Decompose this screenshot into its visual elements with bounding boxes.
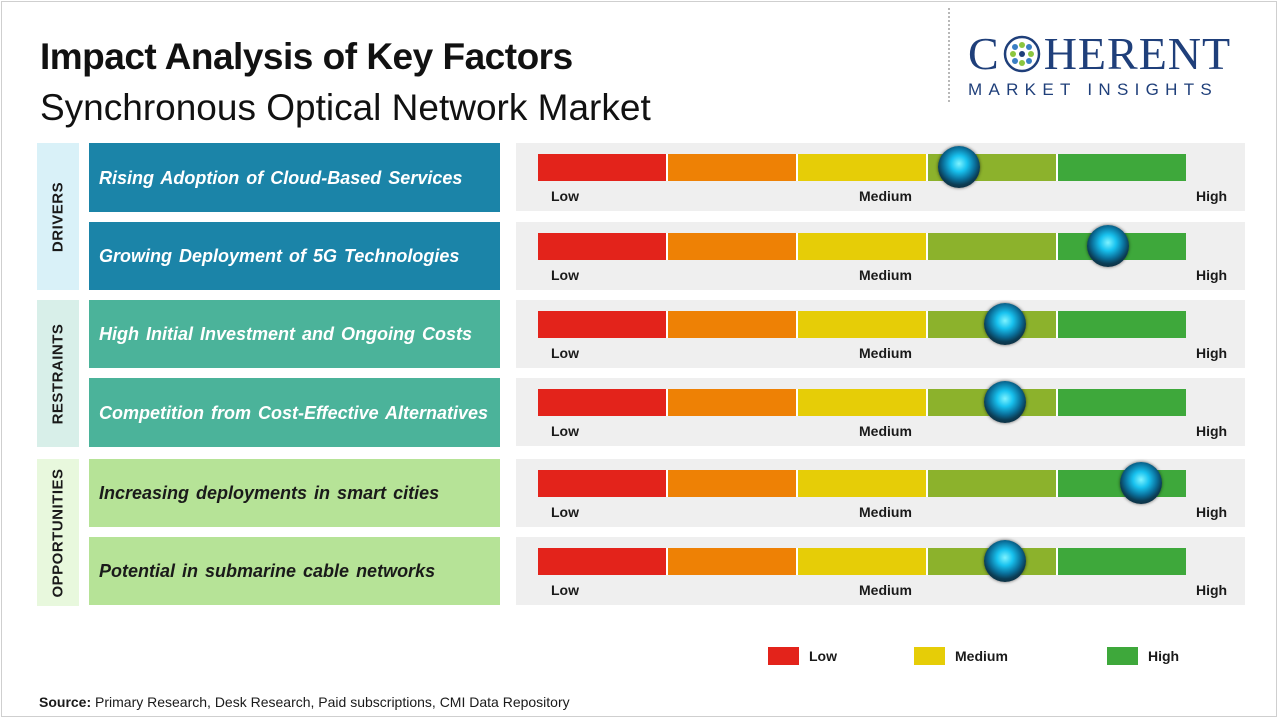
- legend-swatch: [768, 647, 799, 665]
- group-label-text: DRIVERS: [49, 181, 67, 252]
- gauge-bar: [538, 389, 1186, 416]
- gauge-scale-label: Low: [551, 423, 579, 439]
- gauge-scale-label: Low: [551, 267, 579, 283]
- logo-globe-icon: [1002, 34, 1042, 74]
- group-label-restraints: RESTRAINTS: [37, 300, 79, 447]
- chart-title: Impact Analysis of Key Factors: [40, 36, 573, 77]
- gauge-scale-label: Medium: [859, 345, 912, 361]
- gauge-scale-label: Low: [551, 188, 579, 204]
- gauge-bar: [538, 548, 1186, 575]
- source-text: Primary Research, Desk Research, Paid su…: [91, 694, 570, 710]
- gauge-segment: [668, 233, 798, 260]
- gauge-segment: [1058, 311, 1186, 338]
- gauge-indicator-knob: [938, 146, 981, 188]
- gauge-scale-label: Medium: [859, 504, 912, 520]
- gauge-scale-label: Medium: [859, 582, 912, 598]
- logo-letters: HERENT: [1043, 28, 1232, 79]
- gauge-segment: [538, 389, 668, 416]
- gauge-scale-label: High: [1196, 267, 1228, 283]
- gauge-scale-label: Low: [551, 504, 579, 520]
- logo-letter-c: C: [968, 28, 1000, 79]
- legend-swatch: [1107, 647, 1138, 665]
- gauge-segment: [798, 311, 928, 338]
- legend-label: Medium: [955, 648, 1008, 664]
- gauge-scale-label: High: [1196, 188, 1228, 204]
- impact-gauge: Low Medium High: [516, 378, 1245, 446]
- gauge-scale-label: High: [1196, 423, 1228, 439]
- source-note: Source: Primary Research, Desk Research,…: [39, 694, 570, 710]
- gauge-scale-label: Medium: [859, 267, 912, 283]
- impact-gauge: Low Medium High: [516, 300, 1245, 368]
- gauge-bar: [538, 154, 1186, 181]
- gauge-segment: [538, 548, 668, 575]
- factor-label: High Initial Investment and Ongoing Cost…: [89, 300, 500, 368]
- factor-label-text: Competition from Cost-Effective Alternat…: [99, 402, 489, 423]
- group-label-opportunities: OPPORTUNITIES: [37, 459, 79, 606]
- legend-label: Low: [809, 648, 837, 664]
- impact-gauge: Low Medium High: [516, 143, 1245, 211]
- gauge-scale-label: Medium: [859, 423, 912, 439]
- gauge-indicator-knob: [1119, 462, 1162, 504]
- factor-label-text: High Initial Investment and Ongoing Cost…: [99, 324, 473, 344]
- gauge-scale-label: High: [1196, 345, 1228, 361]
- gauge-indicator-knob: [1087, 225, 1130, 267]
- gauge-segment: [668, 389, 798, 416]
- gauge-scale-label: Low: [551, 582, 579, 598]
- chart-subtitle: Synchronous Optical Network Market: [40, 87, 651, 128]
- group-label-text: RESTRAINTS: [49, 323, 67, 424]
- gauge-segment: [798, 233, 928, 260]
- gauge-segment: [538, 311, 668, 338]
- factor-label: Competition from Cost-Effective Alternat…: [89, 378, 500, 447]
- gauge-bar: [538, 233, 1186, 260]
- gauge-scale-label: Low: [551, 345, 579, 361]
- factor-label-text: Potential in submarine cable networks: [99, 561, 436, 581]
- gauge-segment: [668, 470, 798, 497]
- factor-label: Growing Deployment of 5G Technologies: [89, 222, 500, 290]
- gauge-segment: [798, 470, 928, 497]
- source-label: Source:: [39, 694, 92, 710]
- group-label-text: OPPORTUNITIES: [49, 467, 67, 598]
- gauge-segment: [1058, 548, 1186, 575]
- gauge-bar: [538, 311, 1186, 338]
- gauge-segment: [538, 233, 668, 260]
- impact-gauge: Low Medium High: [516, 537, 1245, 605]
- gauge-scale-label: High: [1196, 504, 1228, 520]
- gauge-segment: [798, 548, 928, 575]
- gauge-segment: [1058, 154, 1186, 181]
- legend-swatch: [914, 647, 945, 665]
- gauge-indicator-knob: [983, 381, 1026, 423]
- gauge-segment: [668, 311, 798, 338]
- gauge-segment: [1058, 389, 1186, 416]
- gauge-segment: [538, 470, 668, 497]
- logo-tagline: MARKET INSIGHTS: [968, 80, 1219, 99]
- gauge-segment: [538, 154, 668, 181]
- factor-label: Potential in submarine cable networks: [89, 537, 500, 605]
- factor-label: Increasing deployments in smart cities: [89, 459, 500, 527]
- impact-gauge: Low Medium High: [516, 459, 1245, 527]
- impact-gauge: Low Medium High: [516, 222, 1245, 290]
- factor-label-text: Increasing deployments in smart cities: [99, 483, 440, 503]
- legend-label: High: [1148, 648, 1180, 664]
- gauge-segment: [928, 233, 1058, 260]
- group-label-drivers: DRIVERS: [37, 143, 79, 290]
- company-logo: C HERENT MARKET INSIGHTS: [968, 30, 1268, 100]
- gauge-scale-label: High: [1196, 582, 1228, 598]
- gauge-segment: [798, 154, 928, 181]
- gauge-segment: [798, 389, 928, 416]
- gauge-segment: [928, 470, 1058, 497]
- gauge-segment: [668, 154, 798, 181]
- logo-divider: [948, 8, 950, 102]
- factor-label: Rising Adoption of Cloud-Based Services: [89, 143, 500, 212]
- gauge-bar: [538, 470, 1186, 497]
- gauge-scale-label: Medium: [859, 188, 912, 204]
- gauge-segment: [668, 548, 798, 575]
- factor-label-text: Rising Adoption of Cloud-Based Services: [99, 167, 463, 188]
- gauge-indicator-knob: [983, 540, 1026, 582]
- logo-wordmark: C HERENT: [968, 30, 1268, 78]
- gauge-indicator-knob: [983, 303, 1026, 345]
- factor-label-text: Growing Deployment of 5G Technologies: [99, 246, 460, 266]
